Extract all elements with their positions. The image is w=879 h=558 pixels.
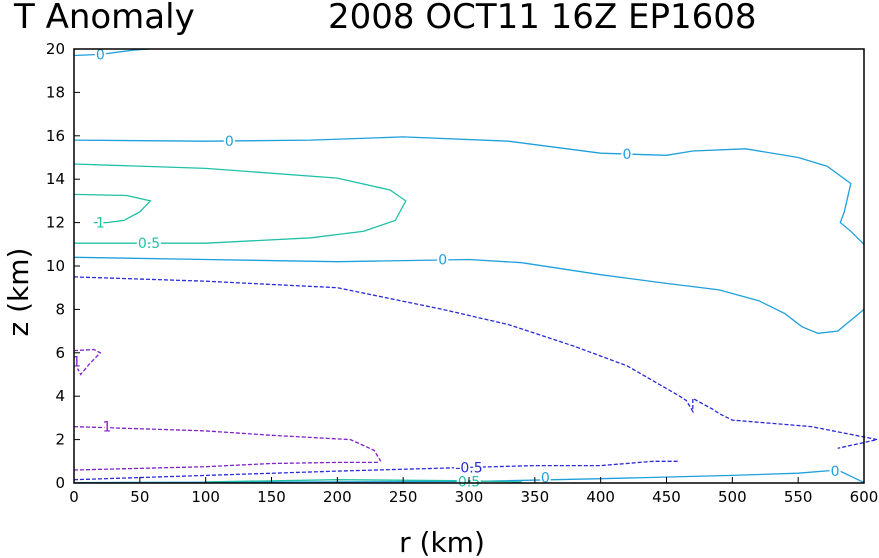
contour-label-6: 0.5 [138, 236, 160, 252]
x-axis-ticks: 0 50 100 150 200 250 300 350 400 450 500 550 600 [69, 477, 878, 506]
x-tick-label-1: 50 [130, 488, 149, 506]
contour-label-10: 1 [102, 420, 111, 436]
x-tick-label-0: 0 [69, 488, 79, 506]
contour-lines [73, 48, 878, 484]
x-tick-label-6: 300 [455, 488, 484, 506]
contour-line-4 [73, 163, 407, 244]
contour-label-0: 0 [96, 47, 105, 63]
chart-title-right: 2008 OCT11 16Z EP1608 [328, 0, 757, 37]
contour-line-0 [73, 48, 150, 57]
contour-line-8 [73, 460, 680, 481]
contour-line-10 [73, 461, 380, 471]
x-tick-label-2: 100 [191, 488, 220, 506]
x-tick-label-10: 500 [718, 488, 747, 506]
y-axis-ticks: 0 2 4 6 8 10 12 14 16 18 20 [46, 40, 80, 492]
x-tick-label-7: 350 [521, 488, 550, 506]
y-tick-label-7: 14 [46, 170, 65, 188]
chart-title-left: T Anomaly [13, 0, 195, 37]
x-tick-label-11: 550 [784, 488, 813, 506]
contour-label-8: 1 [96, 216, 105, 232]
y-tick-label-9: 18 [46, 83, 65, 101]
x-tick-label-8: 400 [586, 488, 615, 506]
contour-line-2 [73, 256, 865, 334]
contour-line-7 [73, 276, 878, 449]
y-tick-label-4: 8 [55, 300, 65, 318]
x-tick-label-3: 150 [257, 488, 286, 506]
contour-label-3: 0 [438, 252, 447, 268]
contour-label-4: 0 [541, 471, 550, 487]
contour-label-9: -0.5 [455, 460, 482, 476]
x-tick-label-9: 450 [652, 488, 681, 506]
x-tick-label-5: 250 [389, 488, 418, 506]
x-axis-label: r (km) [399, 526, 485, 558]
y-tick-label-5: 10 [46, 257, 65, 275]
x-tick-label-12: 600 [850, 488, 879, 506]
y-tick-label-3: 6 [55, 344, 65, 362]
contour-line-1 [73, 136, 865, 245]
y-tick-label-2: 4 [55, 387, 65, 405]
y-tick-label-8: 16 [46, 127, 65, 145]
y-tick-label-0: 0 [55, 474, 65, 492]
y-tick-label-10: 20 [46, 40, 65, 58]
contour-line-6 [73, 193, 152, 224]
contour-line-9 [73, 425, 382, 462]
plot-frame [73, 48, 865, 484]
y-tick-label-1: 2 [55, 431, 65, 449]
contour-label-2: 0 [623, 147, 632, 163]
contour-label-5: 0 [831, 464, 840, 480]
x-tick-label-4: 200 [323, 488, 352, 506]
y-tick-label-6: 12 [46, 214, 65, 232]
contour-label-1: 0 [225, 134, 234, 150]
y-axis-label: z (km) [2, 248, 35, 337]
